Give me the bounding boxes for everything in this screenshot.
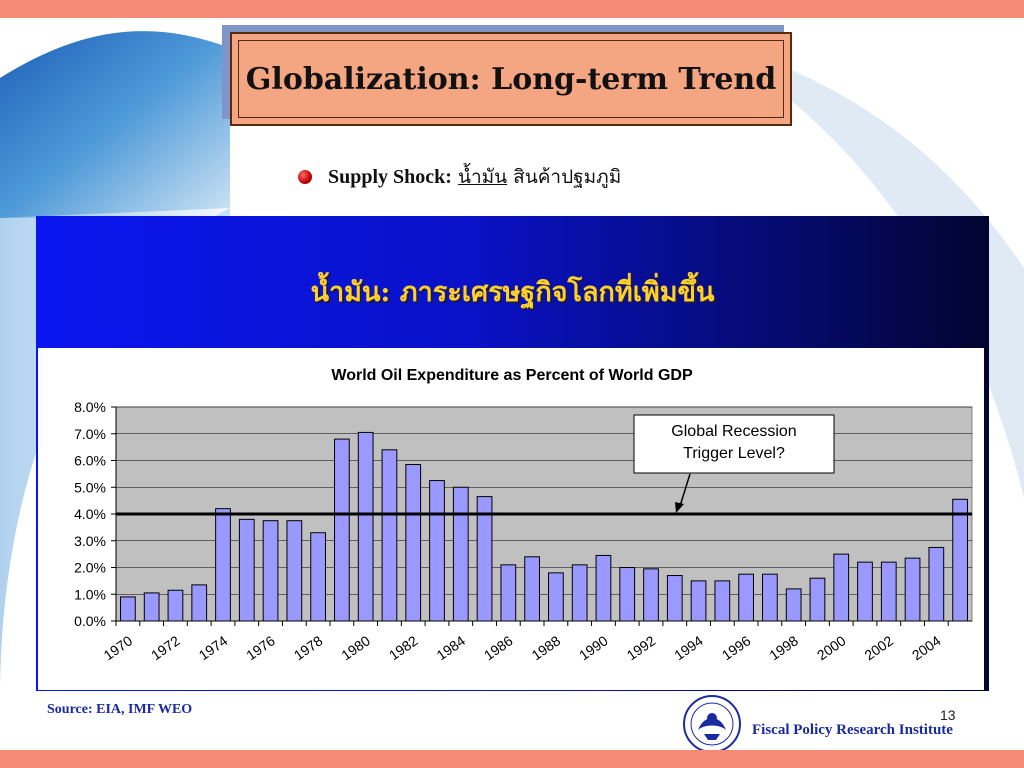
y-tick-label: 1.0% — [74, 586, 106, 602]
bar-1981 — [381, 449, 398, 622]
bar-1973 — [191, 584, 208, 622]
bullet-commodity-text: สินค้าปฐมภูมิ — [513, 166, 622, 188]
bar-1989 — [571, 564, 588, 622]
bar-1980 — [357, 431, 374, 622]
bar-1970 — [120, 596, 136, 622]
institute-logo — [683, 695, 741, 753]
bar-1984 — [452, 486, 469, 622]
bar-1972 — [167, 589, 184, 622]
bars-group — [120, 431, 968, 622]
y-tick-label: 2.0% — [74, 560, 106, 576]
bar-1991 — [619, 567, 636, 622]
annotation-box — [633, 414, 835, 474]
bar-1978 — [310, 532, 326, 622]
slide-title-frame: Globalization: Long-term Trend — [238, 40, 784, 118]
bar-1982 — [405, 464, 422, 622]
bar-1994 — [690, 580, 707, 622]
bar-2002 — [880, 561, 897, 622]
y-tick-label: 6.0% — [74, 453, 106, 469]
bar-2003 — [904, 557, 921, 622]
bar-1976 — [262, 520, 279, 622]
bar-1999 — [809, 577, 826, 622]
bar-1986 — [500, 564, 517, 622]
bar-2001 — [857, 561, 873, 622]
source-note: Source: EIA, IMF WEO — [47, 702, 193, 717]
institute-name: Fiscal Policy Research Institute — [752, 722, 953, 738]
annotation-line-2: Trigger Level? — [683, 445, 785, 462]
panel-title: น้ำมัน: ภาระเศรษฐกิจโลกที่เพิ่มขึ้น — [310, 277, 715, 308]
slide-title-box: Globalization: Long-term Trend — [230, 32, 792, 126]
bar-1977 — [286, 520, 303, 622]
bar-1996 — [738, 573, 754, 622]
page-number: 13 — [940, 707, 956, 723]
bar-1990 — [595, 554, 612, 622]
bar-1975 — [238, 518, 255, 622]
bar-2005 — [952, 498, 968, 622]
y-tick-label: 7.0% — [74, 426, 106, 442]
y-tick-label: 4.0% — [74, 506, 106, 522]
bar-1993 — [666, 575, 683, 622]
bar-1987 — [524, 556, 540, 622]
y-tick-label: 8.0% — [74, 399, 106, 415]
annotation-line-1: Global Recession — [671, 423, 796, 440]
slide-title: Globalization: Long-term Trend — [245, 61, 777, 97]
bar-1983 — [429, 480, 445, 622]
bar-1997 — [762, 573, 778, 622]
y-tick-label: 3.0% — [74, 533, 106, 549]
supply-shock-bullet: Supply Shock: น้ำมัน สินค้าปฐมภูมิ — [298, 162, 621, 192]
bar-1988 — [548, 572, 564, 622]
y-axis: 0.0% 1.0% 2.0% 3.0% 4.0% 5.0% 6.0% 7.0% 8.0% — [74, 399, 117, 629]
bullet-oil-link[interactable]: น้ำมัน — [457, 166, 508, 188]
annotation-arrowhead — [675, 502, 684, 513]
bar-2000 — [833, 553, 850, 622]
annotation-arrow — [679, 473, 691, 507]
top-accent-stripe — [0, 0, 1024, 18]
bullet-icon — [298, 170, 312, 184]
bullet-label: Supply Shock: — [328, 165, 452, 188]
bar-1979 — [334, 438, 350, 622]
bar-1992 — [643, 568, 659, 622]
bar-1974 — [215, 508, 231, 622]
bottom-accent-stripe — [0, 750, 1024, 768]
y-tick-label: 0.0% — [74, 613, 106, 629]
bar-1998 — [785, 588, 802, 622]
bar-2004 — [928, 546, 945, 622]
chart-title: World Oil Expenditure as Percent of Worl… — [331, 367, 693, 384]
bar-1971 — [143, 592, 160, 622]
bar-1995 — [714, 580, 731, 622]
oil-expenditure-chart: World Oil Expenditure as Percent of Worl… — [38, 348, 984, 690]
y-tick-label: 5.0% — [74, 479, 106, 495]
